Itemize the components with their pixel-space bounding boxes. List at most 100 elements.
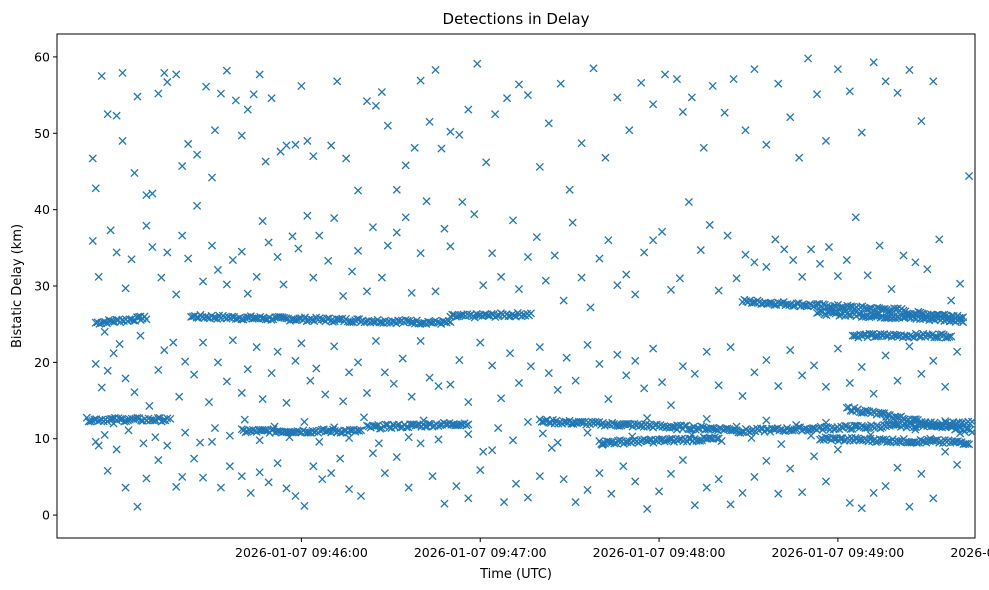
data-point	[198, 338, 208, 347]
data-point	[714, 381, 723, 390]
data-point	[440, 224, 449, 233]
data-point	[613, 350, 622, 359]
data-point	[541, 276, 550, 285]
data-point	[625, 126, 634, 135]
data-point	[315, 437, 324, 446]
data-point	[491, 110, 500, 119]
data-point	[383, 121, 392, 130]
data-point	[470, 210, 479, 219]
data-point	[488, 249, 497, 258]
data-point	[207, 437, 217, 446]
data-point	[818, 300, 828, 309]
data-point	[464, 494, 473, 503]
data-point	[282, 398, 291, 407]
data-point	[553, 385, 562, 394]
data-point	[216, 89, 225, 98]
data-point	[150, 416, 159, 425]
data-point	[497, 272, 506, 281]
data-point	[809, 361, 819, 370]
data-point	[193, 201, 202, 210]
data-point	[601, 153, 610, 162]
data-point	[416, 76, 425, 85]
data-point	[881, 351, 890, 360]
data-point	[680, 422, 689, 431]
data-point	[723, 231, 732, 240]
data-point	[198, 277, 208, 286]
data-point	[237, 388, 246, 397]
data-point	[416, 249, 425, 258]
data-point	[255, 468, 264, 477]
data-point	[464, 105, 473, 114]
data-point	[666, 285, 676, 294]
data-point	[833, 344, 842, 353]
data-point	[865, 329, 874, 338]
data-point	[261, 157, 270, 166]
data-point	[935, 235, 944, 244]
data-point	[353, 358, 363, 367]
data-point	[204, 398, 214, 407]
data-point	[142, 315, 151, 324]
data-point	[193, 150, 202, 159]
data-point	[771, 235, 780, 244]
data-point	[434, 381, 443, 391]
data-point	[130, 168, 139, 178]
data-point	[589, 64, 598, 73]
data-point	[649, 344, 658, 353]
data-point	[118, 136, 127, 145]
data-point	[368, 449, 377, 458]
data-point	[696, 246, 705, 255]
data-point	[857, 128, 866, 137]
data-point	[712, 434, 721, 443]
data-point	[404, 483, 413, 492]
data-point	[526, 309, 535, 318]
data-point	[210, 126, 220, 135]
data-point	[356, 426, 366, 435]
data-point	[416, 336, 425, 346]
data-point	[228, 312, 237, 321]
data-point	[342, 154, 351, 163]
data-point	[401, 161, 410, 170]
data-point	[448, 310, 457, 319]
data-point	[455, 356, 464, 365]
data-point	[228, 336, 237, 345]
data-point	[91, 437, 100, 446]
data-point	[699, 143, 708, 152]
data-point	[583, 485, 592, 494]
data-point	[118, 68, 127, 78]
data-point	[371, 101, 380, 110]
data-point	[106, 226, 115, 235]
data-point	[815, 259, 825, 268]
data-point	[130, 388, 139, 397]
data-point	[941, 382, 950, 391]
data-point	[514, 378, 524, 388]
data-point	[959, 318, 968, 327]
data-point	[964, 171, 974, 181]
data-point	[595, 254, 604, 263]
data-point	[464, 430, 473, 439]
data-point	[88, 236, 97, 246]
data-point	[103, 110, 112, 119]
data-point	[336, 454, 345, 463]
data-point	[798, 272, 807, 281]
x-tick-label: 2026-01-07 09:48:00	[593, 545, 726, 560]
data-point	[323, 314, 332, 323]
data-point	[100, 327, 109, 336]
data-point	[276, 147, 285, 156]
data-point	[157, 273, 166, 282]
data-point	[142, 474, 151, 483]
data-point	[222, 280, 231, 289]
data-point	[103, 466, 112, 475]
data-point	[586, 303, 595, 312]
data-point	[726, 500, 735, 509]
data-point	[869, 58, 878, 67]
data-point	[795, 153, 804, 162]
data-point	[336, 428, 345, 437]
data-point	[145, 401, 154, 410]
data-point	[201, 82, 211, 91]
data-point	[729, 74, 738, 84]
data-point	[559, 475, 568, 484]
data-point	[222, 377, 231, 386]
data-point	[368, 223, 377, 232]
data-point	[577, 273, 586, 282]
data-point	[893, 331, 902, 340]
